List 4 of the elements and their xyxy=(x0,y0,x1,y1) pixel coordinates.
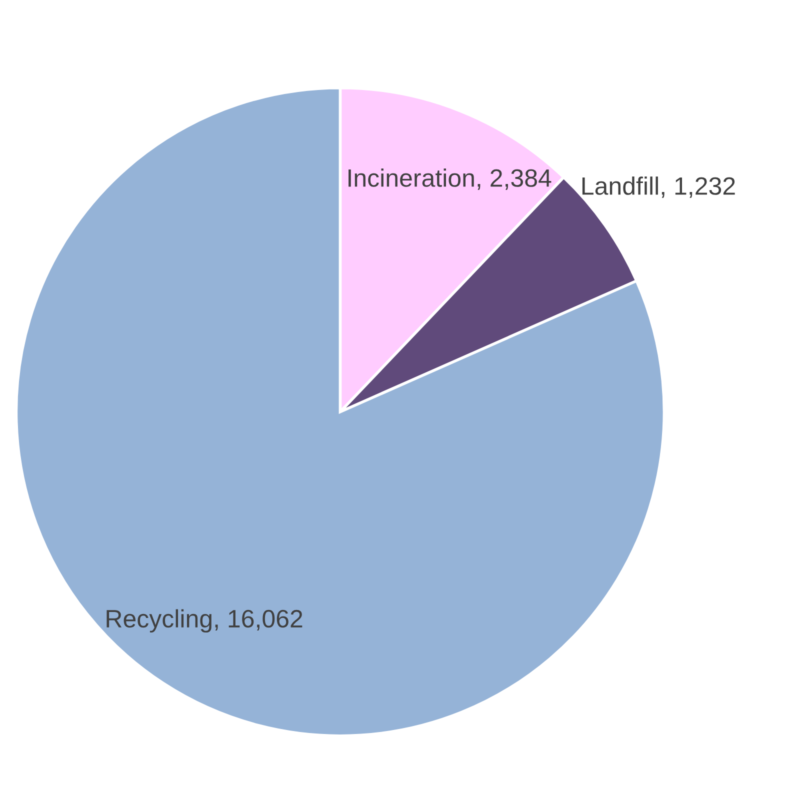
slice-label: Landfill, 1,232 xyxy=(582,176,735,198)
pie-slice xyxy=(14,86,666,738)
slice-label: Incineration, 2,384 xyxy=(348,168,552,190)
slice-label: Recycling, 16,062 xyxy=(106,609,302,633)
